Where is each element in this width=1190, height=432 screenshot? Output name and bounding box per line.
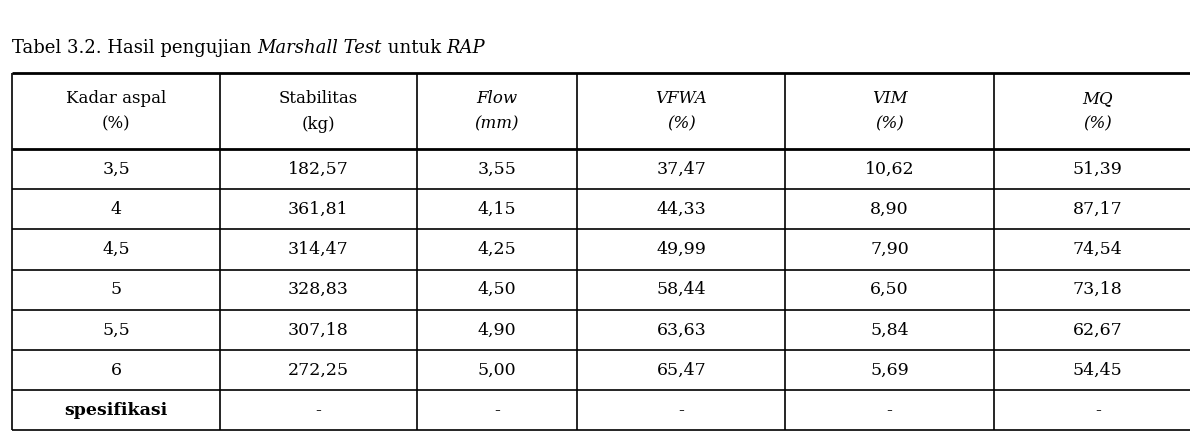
Text: 37,47: 37,47 — [657, 161, 706, 178]
Text: (%): (%) — [1083, 116, 1113, 133]
Text: 361,81: 361,81 — [288, 201, 349, 218]
Text: VFWA: VFWA — [656, 90, 707, 107]
Text: 7,90: 7,90 — [870, 241, 909, 258]
Text: -: - — [1095, 402, 1101, 419]
Text: 10,62: 10,62 — [865, 161, 914, 178]
Text: 49,99: 49,99 — [657, 241, 706, 258]
Text: 8,90: 8,90 — [870, 201, 909, 218]
Text: 4,15: 4,15 — [477, 201, 516, 218]
Text: VIM: VIM — [872, 90, 907, 107]
Text: -: - — [678, 402, 684, 419]
Text: 272,25: 272,25 — [288, 362, 349, 378]
Text: 5,5: 5,5 — [102, 321, 130, 338]
Text: 307,18: 307,18 — [288, 321, 349, 338]
Text: 3,55: 3,55 — [477, 161, 516, 178]
Text: 54,45: 54,45 — [1073, 362, 1122, 378]
Text: Marshall Test: Marshall Test — [257, 39, 382, 57]
Text: MQ: MQ — [1083, 90, 1113, 107]
Text: 58,44: 58,44 — [657, 281, 706, 298]
Text: (mm): (mm) — [475, 116, 519, 133]
Text: 328,83: 328,83 — [288, 281, 349, 298]
Text: -: - — [315, 402, 321, 419]
Text: spesifikasi: spesifikasi — [64, 402, 168, 419]
Text: 73,18: 73,18 — [1073, 281, 1122, 298]
Text: 87,17: 87,17 — [1073, 201, 1122, 218]
Text: 63,63: 63,63 — [657, 321, 706, 338]
Text: Kadar aspal: Kadar aspal — [65, 90, 167, 107]
Text: 5,00: 5,00 — [477, 362, 516, 378]
Text: -: - — [494, 402, 500, 419]
Text: 51,39: 51,39 — [1073, 161, 1122, 178]
Text: 5,69: 5,69 — [870, 362, 909, 378]
Text: (%): (%) — [101, 116, 131, 133]
Text: (%): (%) — [666, 116, 696, 133]
Text: 62,67: 62,67 — [1073, 321, 1122, 338]
Text: 4,5: 4,5 — [102, 241, 130, 258]
Text: 74,54: 74,54 — [1073, 241, 1122, 258]
Text: RAP: RAP — [446, 39, 486, 57]
Text: untuk: untuk — [382, 39, 446, 57]
Text: 44,33: 44,33 — [657, 201, 706, 218]
Text: 314,47: 314,47 — [288, 241, 349, 258]
Text: (kg): (kg) — [301, 116, 336, 133]
Text: (%): (%) — [875, 116, 904, 133]
Text: 4: 4 — [111, 201, 121, 218]
Text: 6,50: 6,50 — [870, 281, 909, 298]
Text: 4,50: 4,50 — [477, 281, 516, 298]
Text: -: - — [887, 402, 892, 419]
Text: 4,25: 4,25 — [477, 241, 516, 258]
Text: Tabel 3.2. Hasil pengujian: Tabel 3.2. Hasil pengujian — [12, 39, 257, 57]
Text: Flow: Flow — [476, 90, 518, 107]
Text: 65,47: 65,47 — [657, 362, 706, 378]
Text: 4,90: 4,90 — [477, 321, 516, 338]
Text: 6: 6 — [111, 362, 121, 378]
Text: 182,57: 182,57 — [288, 161, 349, 178]
Text: 5,84: 5,84 — [870, 321, 909, 338]
Text: Stabilitas: Stabilitas — [278, 90, 358, 107]
Text: 3,5: 3,5 — [102, 161, 130, 178]
Text: 5: 5 — [111, 281, 121, 298]
